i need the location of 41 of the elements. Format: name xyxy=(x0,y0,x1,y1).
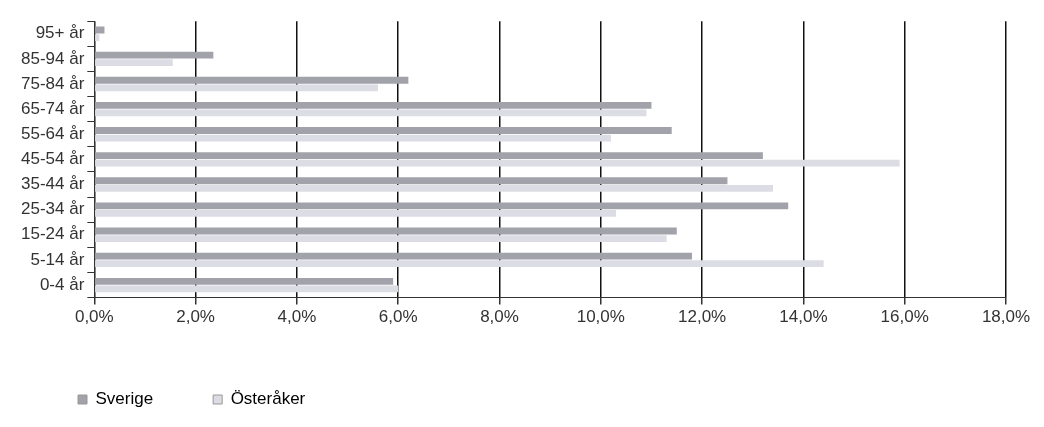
x-tick-label: 10,0% xyxy=(576,307,625,327)
y-tick-label: 55-64 år xyxy=(20,123,85,143)
bar xyxy=(95,59,173,67)
bar xyxy=(95,285,399,293)
bar xyxy=(95,101,652,109)
bar xyxy=(95,127,672,134)
x-tick-label: 14,0% xyxy=(779,307,828,327)
bar xyxy=(95,84,378,92)
y-tick-label: 75-84 år xyxy=(20,73,85,93)
bar xyxy=(95,260,824,268)
bar xyxy=(95,277,394,285)
x-tick-label: 4,0% xyxy=(277,307,317,327)
bar xyxy=(95,177,728,185)
y-tick-label: 0-4 år xyxy=(39,274,85,294)
y-tick-label: 15-24 år xyxy=(20,224,85,244)
x-tick-label: 2,0% xyxy=(176,307,215,327)
bar xyxy=(95,76,409,84)
bar xyxy=(95,202,789,210)
x-tick-label: 12,0% xyxy=(678,307,727,327)
x-tick-label: 0,0% xyxy=(74,307,114,327)
x-tick-label: 8,0% xyxy=(480,307,519,327)
y-tick-label: 85-94 år xyxy=(20,48,85,68)
x-tick-label: 16,0% xyxy=(880,307,929,327)
bar xyxy=(95,159,900,167)
bar xyxy=(95,34,100,41)
legend-label: Österåker xyxy=(230,389,306,409)
y-tick-label: 45-54 år xyxy=(20,149,85,169)
legend-label: Sverige xyxy=(95,389,154,409)
y-tick-label: 5-14 år xyxy=(30,249,85,269)
bar xyxy=(95,152,763,160)
bar xyxy=(95,235,667,242)
y-tick-label: 65-74 år xyxy=(20,98,85,118)
x-tick-label: 6,0% xyxy=(378,307,418,327)
y-tick-label: 25-34 år xyxy=(20,199,85,219)
bar xyxy=(95,51,214,59)
y-tick-label: 95+ år xyxy=(35,23,85,43)
bar xyxy=(95,210,616,217)
bar xyxy=(95,184,774,192)
bar xyxy=(95,252,692,260)
y-tick-label: 35-44 år xyxy=(20,174,85,194)
x-tick-label: 18,0% xyxy=(981,307,1031,327)
